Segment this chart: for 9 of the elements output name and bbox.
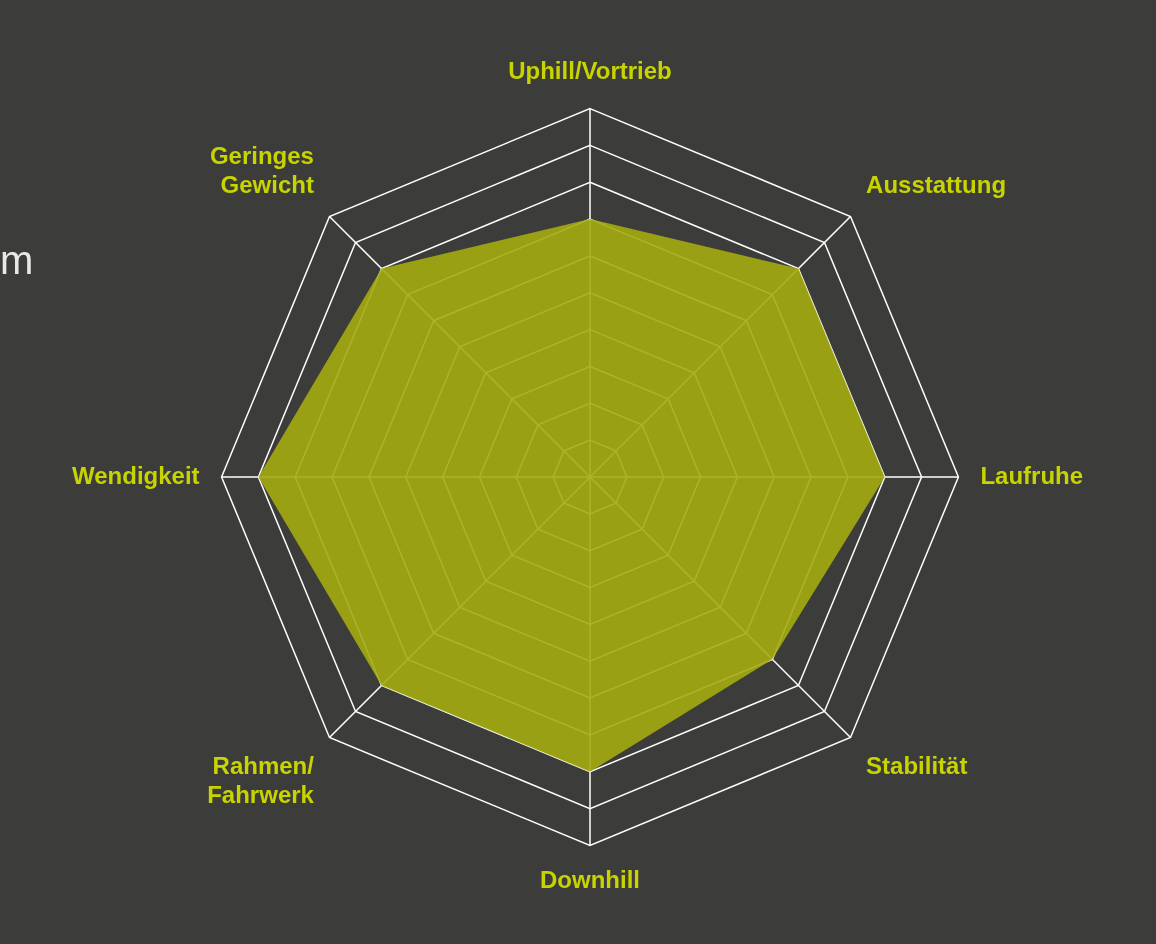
text: m bbox=[0, 238, 34, 283]
spoke-label: Ausstattung bbox=[866, 171, 1007, 199]
spoke-label: Laufruhe bbox=[980, 461, 1084, 489]
spoke-label: Stabilität bbox=[866, 752, 968, 780]
spoke-label: Downhill bbox=[540, 866, 640, 894]
spoke-label: Rahmen/ Fahrwerk bbox=[207, 752, 315, 808]
spoke-label: Wendigkeit bbox=[71, 461, 200, 489]
spoke-label: Geringes Gewicht bbox=[209, 142, 314, 199]
spoke-label: Uphill/Vortrieb bbox=[508, 56, 672, 84]
